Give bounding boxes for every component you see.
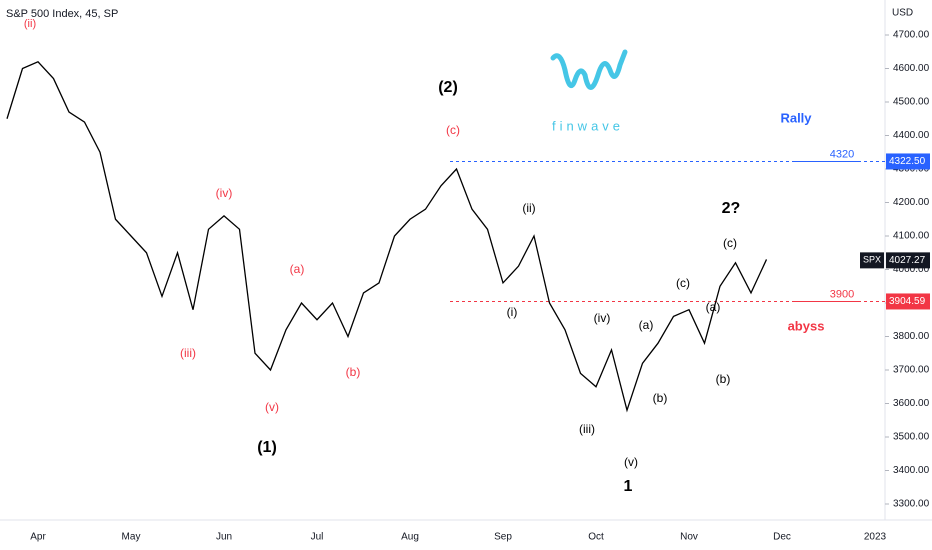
wave-label: (b)	[346, 365, 361, 379]
price-tag-label: 4322.50	[889, 156, 926, 167]
price-tag-label: 3904.59	[889, 296, 926, 307]
level-note: 3900	[830, 288, 854, 300]
wave-label: 1	[624, 478, 633, 495]
x-tick-label: Aug	[401, 532, 419, 543]
wave-label: (i)	[507, 305, 518, 319]
wave-label: (iv)	[216, 186, 233, 200]
y-tick-label: 3700.00	[893, 365, 930, 376]
wave-label: abyss	[788, 318, 825, 333]
x-tick-label: Nov	[680, 532, 698, 543]
wave-label: (b)	[716, 372, 731, 386]
last-price-tag	[886, 252, 930, 269]
y-tick-label: 3800.00	[893, 331, 930, 342]
y-tick-label: 3300.00	[893, 499, 930, 510]
x-tick-label: Dec	[773, 532, 791, 543]
price-line	[6, 61, 768, 413]
logo-text: finwave	[552, 118, 624, 133]
price-tag	[886, 293, 930, 310]
wave-label: (1)	[257, 439, 277, 456]
y-tick-label: 3600.00	[893, 398, 930, 409]
wave-label: (c)	[446, 123, 460, 137]
y-tick-label: 4200.00	[893, 197, 930, 208]
y-tick-label: 4400.00	[893, 130, 930, 141]
wave-label: 2?	[722, 200, 741, 217]
wave-label: (iv)	[594, 311, 611, 325]
wave-label: (b)	[653, 391, 668, 405]
symbol-label: SPX	[863, 255, 881, 265]
x-tick-label: May	[122, 532, 141, 543]
x-tick-label: Jul	[311, 532, 324, 543]
wave-label: (iii)	[579, 422, 595, 436]
wave-label: (v)	[265, 400, 279, 414]
wave-label: (iii)	[180, 346, 196, 360]
price-tag	[886, 153, 930, 170]
wave-label: (a)	[290, 262, 305, 276]
wave-label: (v)	[624, 455, 638, 469]
y-tick-label: 4000.00	[893, 264, 930, 275]
y-tick-label: 4700.00	[893, 30, 930, 41]
wave-label: (ii)	[24, 18, 36, 30]
last-price-label: 4027.27	[889, 255, 926, 266]
chart-title: S&P 500 Index, 45, SP	[6, 8, 118, 20]
y-tick-label: 4100.00	[893, 231, 930, 242]
wave-label: (ii)	[522, 201, 535, 215]
x-tick-label: Apr	[30, 532, 46, 543]
x-tick-label: Oct	[588, 532, 604, 543]
wave-label: (a)	[706, 300, 721, 314]
symbol-tag	[860, 252, 884, 269]
x-tick-label: Jun	[216, 532, 232, 543]
y-tick-label: 4600.00	[893, 63, 930, 74]
logo-mark	[550, 49, 628, 90]
wave-label: (2)	[438, 79, 458, 96]
y-tick-label: 3500.00	[893, 432, 930, 443]
wave-label: (c)	[723, 236, 737, 250]
wave-label: (a)	[639, 318, 654, 332]
y-tick-label: 4500.00	[893, 97, 930, 108]
x-tick-label: 2023	[864, 532, 887, 543]
wave-label: (c)	[676, 276, 690, 290]
x-tick-label: Sep	[494, 532, 512, 543]
y-tick-label: 3400.00	[893, 465, 930, 476]
y-axis-label: USD	[892, 8, 913, 19]
wave-label: Rally	[780, 110, 812, 125]
level-note: 4320	[830, 148, 854, 160]
